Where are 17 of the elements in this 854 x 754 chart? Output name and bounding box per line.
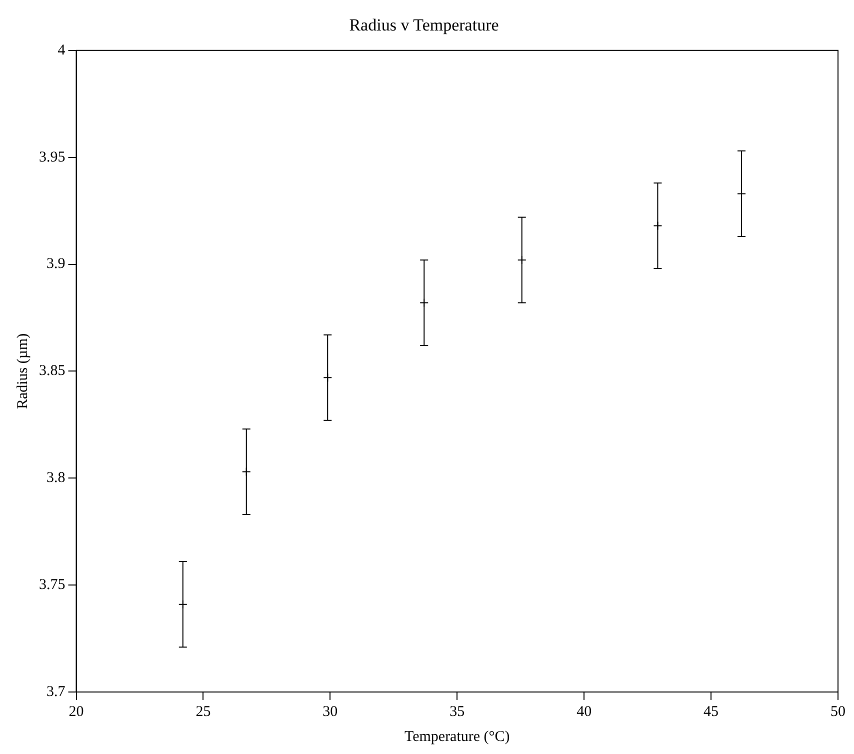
x-tick-label: 35 <box>450 704 465 720</box>
x-tick-label: 20 <box>68 704 84 720</box>
x-tick-label: 50 <box>830 704 846 720</box>
x-axis-title: Temperature (°C) <box>404 728 510 745</box>
y-tick-label: 3.85 <box>39 363 66 380</box>
y-tick-label: 4 <box>58 42 66 58</box>
y-tick-label: 3.7 <box>46 684 66 700</box>
x-tick-label: 45 <box>704 704 719 720</box>
y-tick-label: 3.75 <box>39 577 66 594</box>
chart-title: Radius v Temperature <box>349 16 499 35</box>
x-tick-label: 40 <box>576 704 592 720</box>
x-tick-label: 25 <box>196 704 211 720</box>
y-tick-label: 3.95 <box>39 149 66 166</box>
y-tick-label: 3.8 <box>46 470 66 486</box>
x-tick-label: 30 <box>322 704 338 720</box>
y-tick-label: 3.9 <box>46 256 66 272</box>
y-axis-title: Radius (µm) <box>14 333 31 410</box>
